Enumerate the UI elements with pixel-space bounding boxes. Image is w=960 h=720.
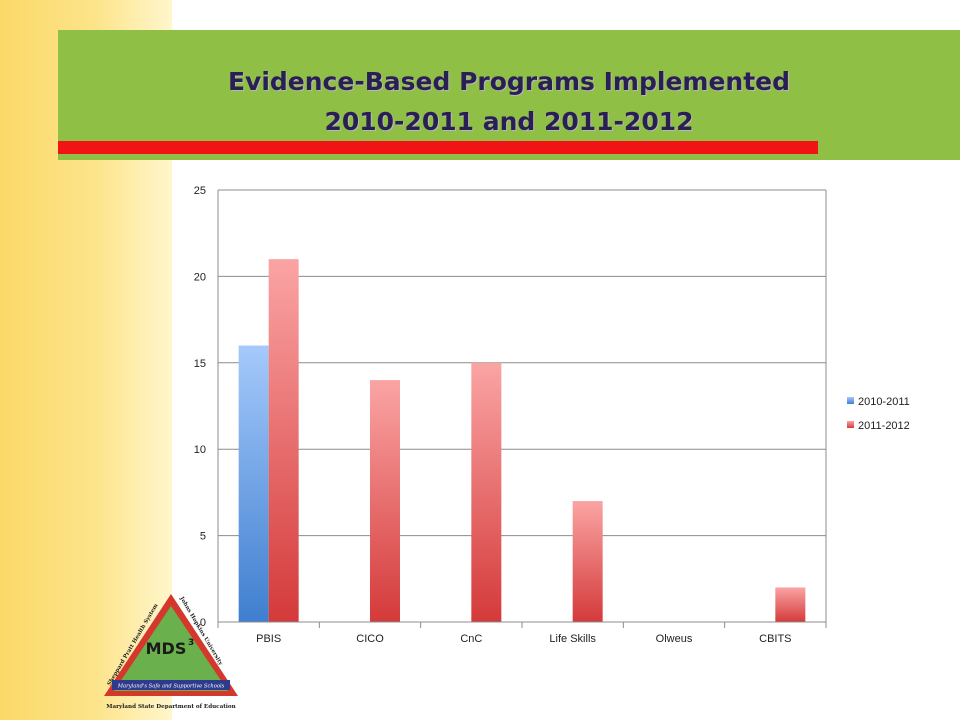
- y-tick-label: 15: [194, 358, 206, 370]
- mds3-logo: Sheppard Pratt Health System Johns Hopki…: [104, 594, 238, 710]
- legend-label: 2010-2011: [858, 396, 910, 408]
- x-tick-label: Olweus: [656, 633, 693, 645]
- legend-swatch: [847, 397, 854, 404]
- y-tick-label: 0: [200, 617, 206, 629]
- bar-2011-2012-cbits: [775, 587, 806, 622]
- bar-2011-2012-cico: [370, 380, 400, 622]
- y-tick-label: 20: [194, 271, 206, 283]
- slide-title-line-1: Evidence-Based Programs Implemented: [227, 67, 791, 96]
- legend-swatch: [847, 421, 854, 428]
- logo-center-text: MDS: [146, 639, 187, 658]
- x-tick-label: Life Skills: [549, 633, 596, 645]
- x-tick-label: CICO: [356, 633, 384, 645]
- logo-triangle-inner: [114, 606, 228, 691]
- bar-2010-2011-pbis: [238, 345, 269, 622]
- title-band: Evidence-Based Programs Implemented 2010…: [58, 30, 960, 160]
- logo-banner-text: Maryland's Safe and Supportive Schools: [117, 684, 225, 690]
- bar-2011-2012-life-skills: [572, 501, 603, 622]
- slide-title-line-2: 2010-2011 and 2011-2012: [324, 107, 694, 136]
- y-tick-label: 5: [200, 531, 206, 543]
- bar-2011-2012-cnc: [471, 362, 502, 622]
- bar-2011-2012-pbis: [268, 259, 299, 622]
- y-tick-label: 25: [194, 185, 206, 197]
- y-tick-label: 10: [194, 444, 206, 456]
- plot-area: [218, 190, 826, 622]
- logo-superscript: 3: [188, 638, 194, 648]
- legend-label: 2011-2012: [858, 420, 910, 432]
- logo-footer-text: Maryland State Department of Education: [106, 704, 235, 710]
- logo-banner: [112, 680, 230, 690]
- x-tick-label: PBIS: [256, 633, 281, 645]
- title-underline: [58, 141, 818, 154]
- x-tick-label: CnC: [460, 633, 482, 645]
- x-tick-label: CBITS: [759, 633, 791, 645]
